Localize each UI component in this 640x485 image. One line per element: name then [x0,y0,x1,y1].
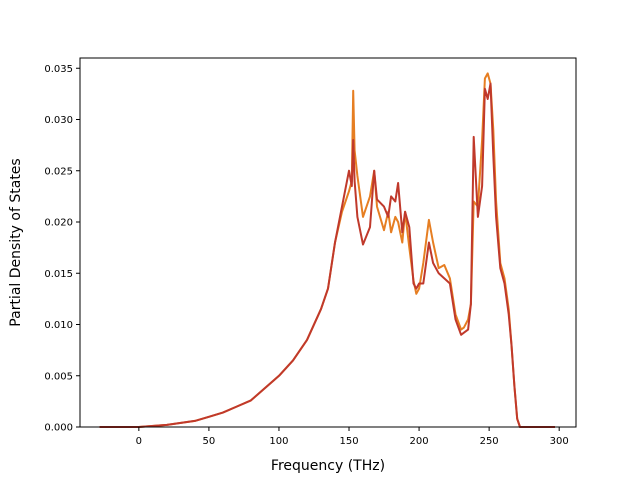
y-tick-label: 0.010 [44,320,73,331]
y-tick-label: 0.000 [44,423,73,434]
y-axis-label: Partial Density of States [8,158,24,326]
plot-frame [79,57,577,428]
x-tick-label: 100 [269,436,288,447]
x-tick-label: 0 [136,436,142,447]
x-tick-label: 250 [480,436,499,447]
y-tick-label: 0.020 [44,218,73,229]
y-tick-label: 0.015 [44,269,73,280]
x-axis-ticks: 0 50 100 150 200 250 300 [136,427,569,447]
y-tick-label: 0.005 [44,371,73,382]
plot-lines [99,72,555,428]
x-tick-label: 50 [203,436,216,447]
x-tick-label: 200 [410,436,429,447]
y-tick-label: 0.030 [44,115,73,126]
x-tick-label: 150 [339,436,358,447]
x-tick-label: 300 [550,436,569,447]
y-tick-label: 0.025 [44,166,73,177]
y-tick-label: 0.035 [44,64,73,75]
x-axis-label: Frequency (THz) [271,458,385,474]
series-line-2 [99,82,555,428]
series-line-1 [99,72,555,428]
y-axis-ticks: 0.000 0.005 0.010 0.015 0.020 0.025 0.030 0.035 [44,64,80,434]
